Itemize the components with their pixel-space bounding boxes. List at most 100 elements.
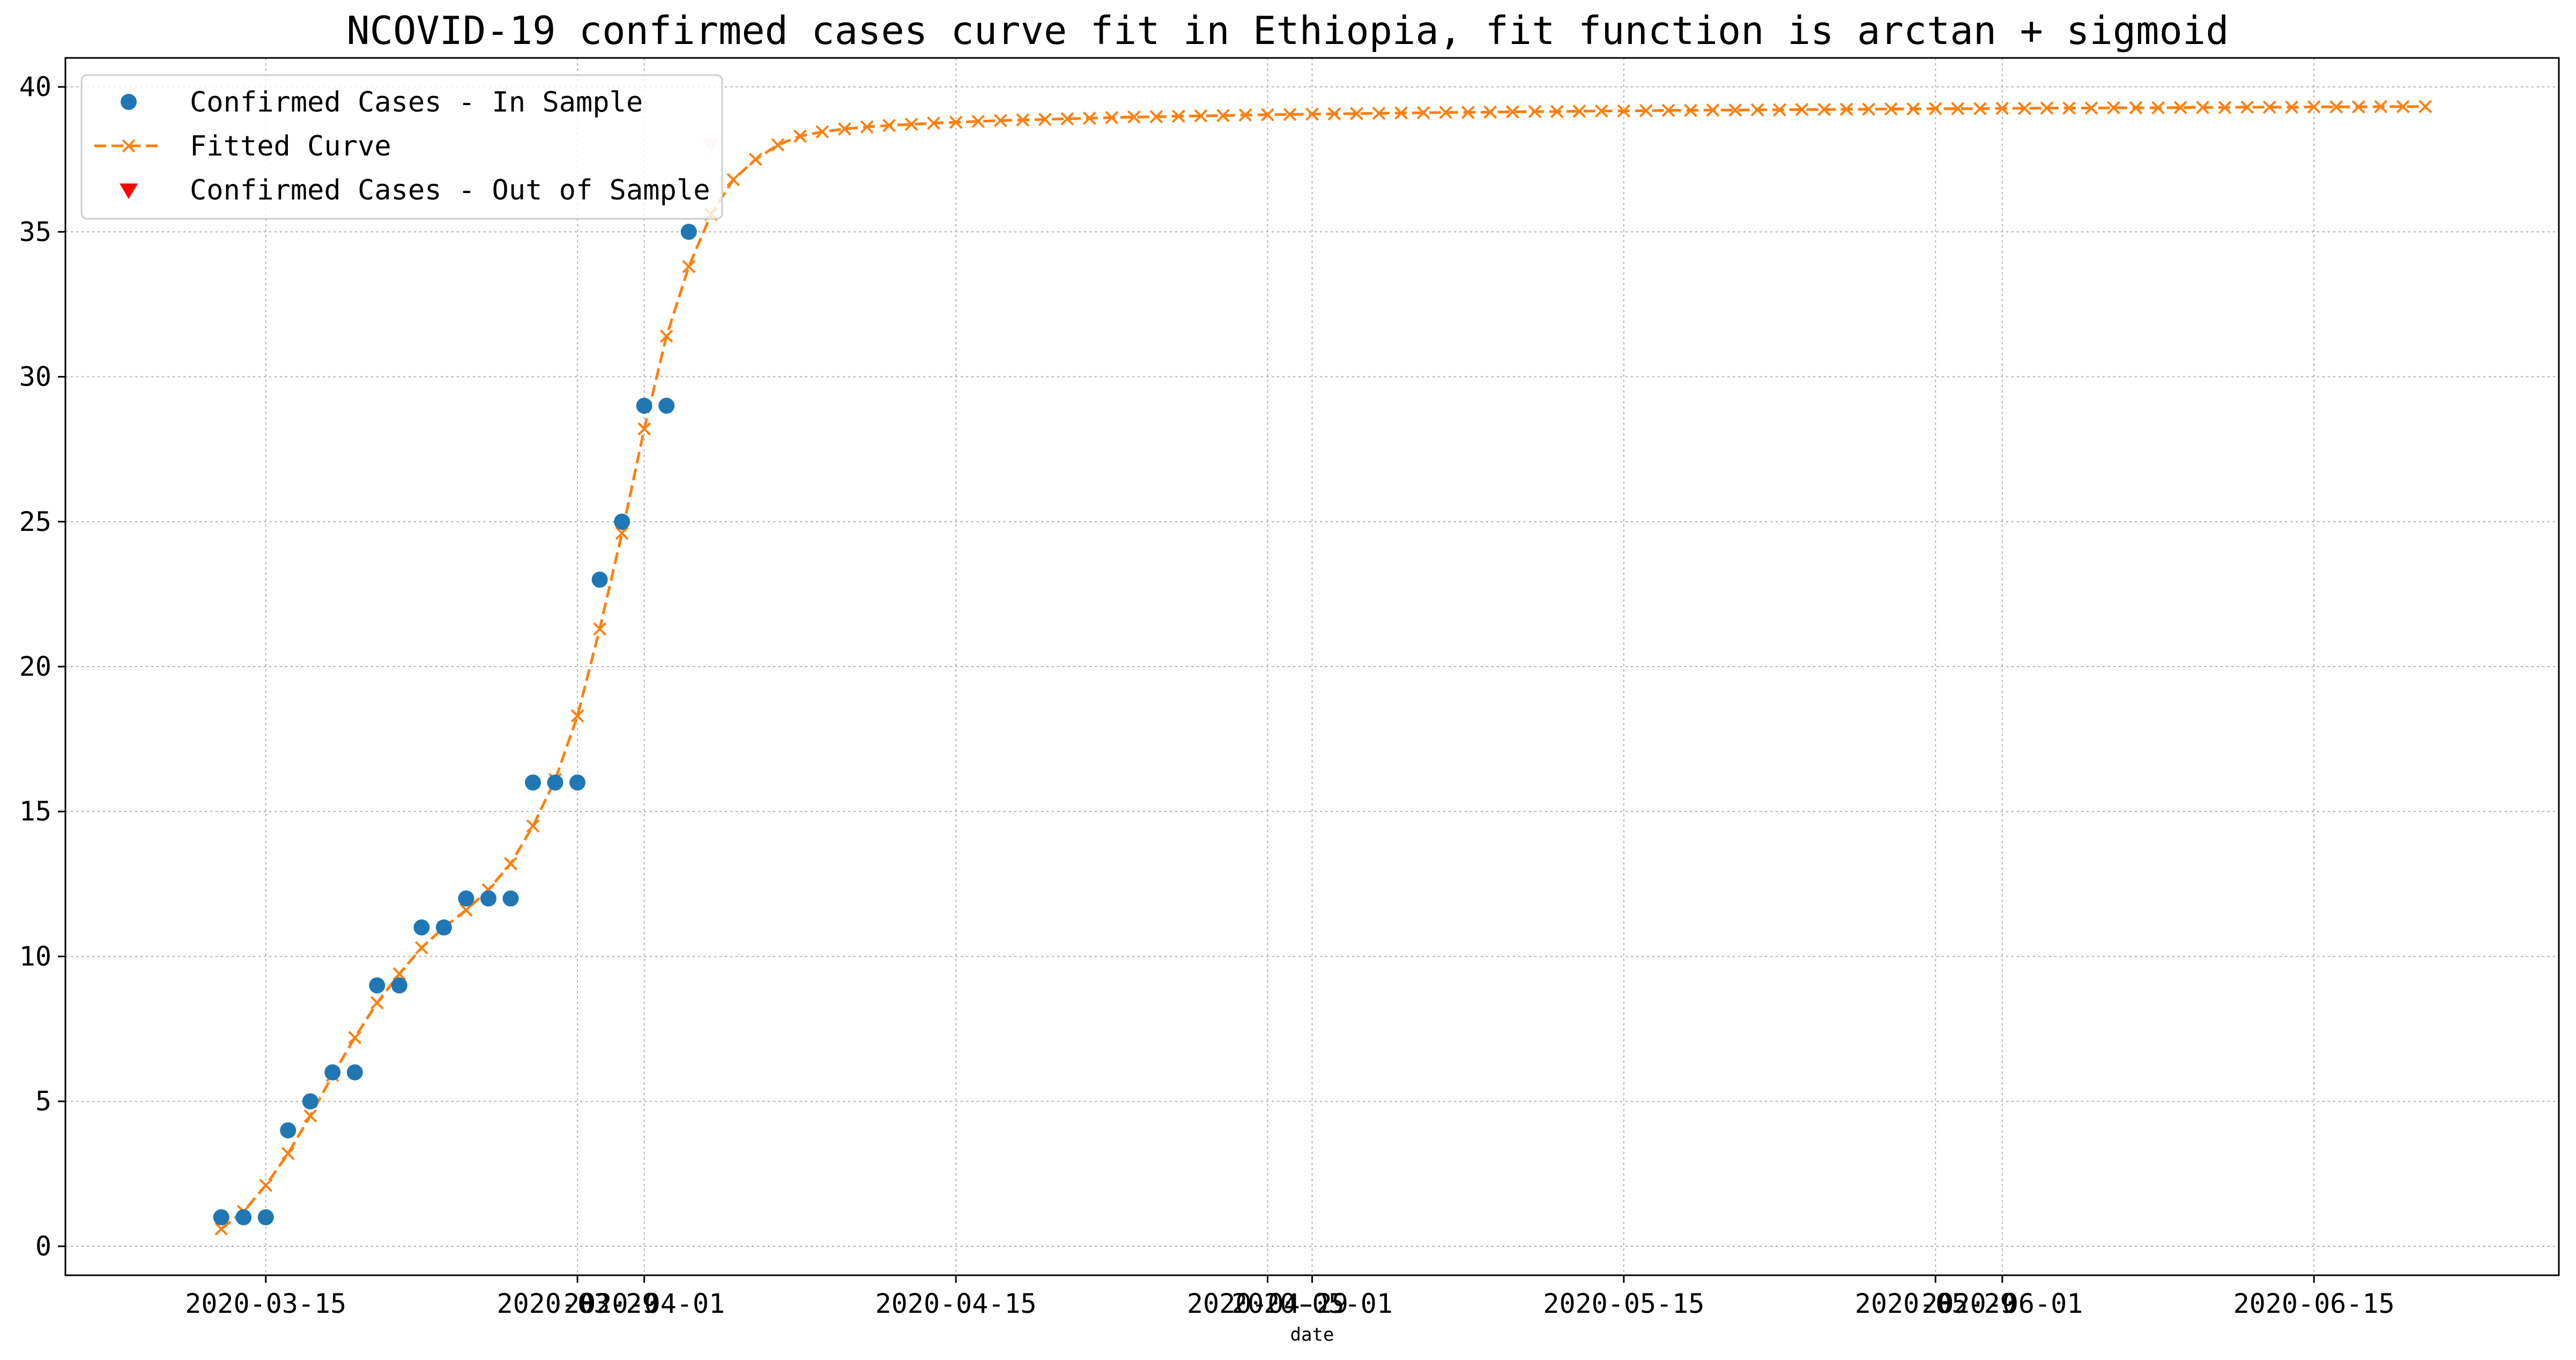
fitted-curve-point (1194, 109, 1208, 123)
y-tick-label: 30 (19, 361, 51, 393)
fitted-curve-point (1483, 105, 1497, 119)
fitted-curve-point (1951, 102, 1965, 115)
fitted-curve-point (1728, 103, 1742, 117)
fitted-curve-point (1038, 113, 1052, 126)
in-sample-point (280, 1122, 296, 1139)
x-tick-label: 2020-06-01 (1921, 1288, 2083, 1319)
fitted-curve-point (1795, 102, 1809, 116)
legend-in-sample-symbol (121, 94, 137, 110)
y-tick-label: 5 (35, 1086, 51, 1117)
fitted-curve-point (1305, 107, 1319, 121)
fitted-curve-point (748, 152, 762, 166)
fitted-curve-point (593, 622, 607, 636)
fitted-curve-point (1082, 112, 1096, 125)
fitted-curve-point (927, 116, 940, 130)
fitted-curve-point (904, 117, 918, 131)
fitted-curve-point (2351, 100, 2365, 114)
fitted-curve-point (526, 819, 540, 833)
in-sample-point (658, 397, 675, 414)
fitted-curve-point (1928, 102, 1942, 115)
fitted-curve-point (1884, 102, 1898, 116)
fitted-curve-point (1773, 103, 1786, 117)
y-tick-label: 10 (19, 941, 51, 972)
x-tick-label: 2020-03-15 (185, 1288, 346, 1319)
fitted-curve-point (637, 422, 651, 436)
fitted-curve-point (1372, 106, 1386, 120)
fitted-curve-point (1817, 102, 1831, 116)
fitted-curve-point (815, 125, 829, 139)
y-tick-label: 0 (35, 1231, 51, 1262)
fitted-curve-point (2062, 101, 2076, 115)
fitted-curve-point (1461, 106, 1475, 120)
fitted-curve-point (1216, 109, 1230, 122)
legend: Confirmed Cases - In Sample Fitted Curve C… (80, 74, 723, 220)
fitted-curve-point (303, 1109, 317, 1123)
in-sample-point (569, 774, 586, 791)
fitted-curve-point (459, 903, 473, 917)
fitted-curve-point (1105, 110, 1119, 124)
y-tick-label: 35 (19, 216, 51, 247)
fitted-curve-point (2374, 100, 2388, 114)
fitted-curve-point (2418, 100, 2432, 114)
fitted-curve-point (971, 114, 985, 128)
in-sample-point (213, 1209, 229, 1225)
x-axis-label: date (1290, 1324, 1334, 1346)
legend-fitted-label: Fitted Curve (190, 130, 391, 162)
in-sample-point (636, 397, 652, 414)
fitted-curve-point (1572, 105, 1586, 118)
fitted-curve-point (1617, 104, 1631, 118)
fitted-curve-point (392, 967, 406, 981)
fitted-curve-point (1171, 109, 1185, 123)
fitted-curve-point (2017, 101, 2031, 115)
in-sample-point (547, 774, 563, 791)
fitted-curve-point (1416, 106, 1430, 120)
fitted-curve-point (1528, 105, 1542, 119)
fitted-curve-point (1149, 110, 1163, 124)
fitted-curve-point (1350, 107, 1363, 121)
legend-box (80, 74, 723, 220)
fitted-curve-point (1060, 112, 1074, 125)
in-sample-point (680, 224, 697, 240)
fitted-curve-point (1862, 102, 1876, 116)
fitted-curve-point (1973, 102, 1987, 115)
series-layer (213, 100, 2432, 1236)
fitted-curve-point (1661, 104, 1675, 117)
in-sample-point (235, 1209, 252, 1225)
fitted-curve-point (1505, 105, 1519, 119)
in-sample-point (591, 571, 608, 588)
fitted-curve-point (1439, 106, 1453, 120)
fitted-curve-point (1684, 104, 1697, 117)
fitted-curve-point (415, 941, 428, 955)
in-sample-point (435, 919, 452, 936)
fitted-curve-point (259, 1179, 273, 1192)
fitted-curve-point (1706, 103, 1720, 117)
fitted-curve-point (1839, 102, 1853, 116)
in-sample-point (369, 977, 385, 994)
fitted-curve-point (2396, 100, 2410, 114)
legend-out-of-sample-label: Confirmed Cases - Out of Sample (190, 174, 710, 206)
fitted-curve-line (220, 105, 2425, 1230)
fitted-curve-point (2084, 101, 2098, 115)
fitted-curve-point (570, 709, 584, 723)
in-sample-point (257, 1209, 274, 1225)
x-tick-label: 2020-05-01 (1231, 1288, 1393, 1319)
fitted-curve-point (1550, 105, 1564, 119)
in-sample-point (302, 1093, 318, 1110)
legend-fitted-marker (122, 139, 136, 153)
fitted-curve-point (860, 120, 874, 134)
y-tick-label: 25 (19, 506, 51, 537)
chart-title: NCOVID-19 confirmed cases curve fit in E… (346, 8, 2229, 53)
fitted-curve-point (370, 996, 384, 1010)
in-sample-point (480, 890, 497, 907)
in-sample-point (458, 890, 474, 907)
grid-layer (65, 58, 2559, 1275)
fitted-curve-point (949, 115, 963, 129)
in-sample-point (502, 890, 519, 907)
legend-out-of-sample-symbol (120, 183, 138, 199)
fitted-curve-point (1750, 103, 1764, 117)
fitted-curve-point (348, 1031, 362, 1045)
fitted-curve-point (2151, 101, 2165, 115)
fitted-curve-point (504, 857, 517, 870)
